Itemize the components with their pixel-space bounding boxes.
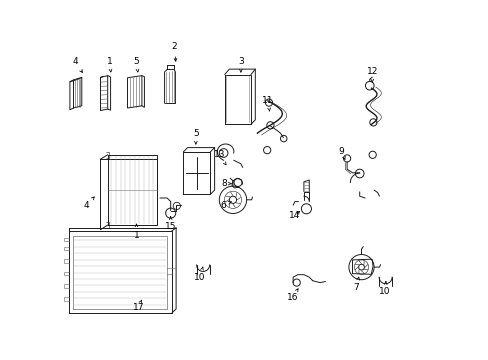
Text: 4: 4 (72, 57, 82, 72)
Text: 8: 8 (222, 179, 231, 188)
Text: 14: 14 (288, 211, 300, 220)
Text: 7: 7 (352, 277, 359, 292)
Text: 1: 1 (133, 224, 139, 240)
Text: 2: 2 (171, 42, 177, 61)
Text: 3: 3 (238, 57, 244, 72)
Text: 4: 4 (83, 197, 94, 210)
Text: 11: 11 (262, 96, 273, 111)
Text: 13: 13 (213, 150, 225, 165)
Text: 15: 15 (164, 217, 176, 231)
Text: 1: 1 (106, 57, 112, 72)
Text: 5: 5 (193, 129, 198, 144)
Text: 6: 6 (220, 201, 231, 210)
Text: 16: 16 (287, 289, 298, 302)
Text: 5: 5 (133, 57, 139, 72)
Text: 12: 12 (366, 68, 377, 82)
Text: 10: 10 (378, 282, 390, 296)
Text: 17: 17 (132, 300, 144, 312)
Text: 10: 10 (193, 267, 205, 282)
Text: 9: 9 (338, 147, 345, 159)
